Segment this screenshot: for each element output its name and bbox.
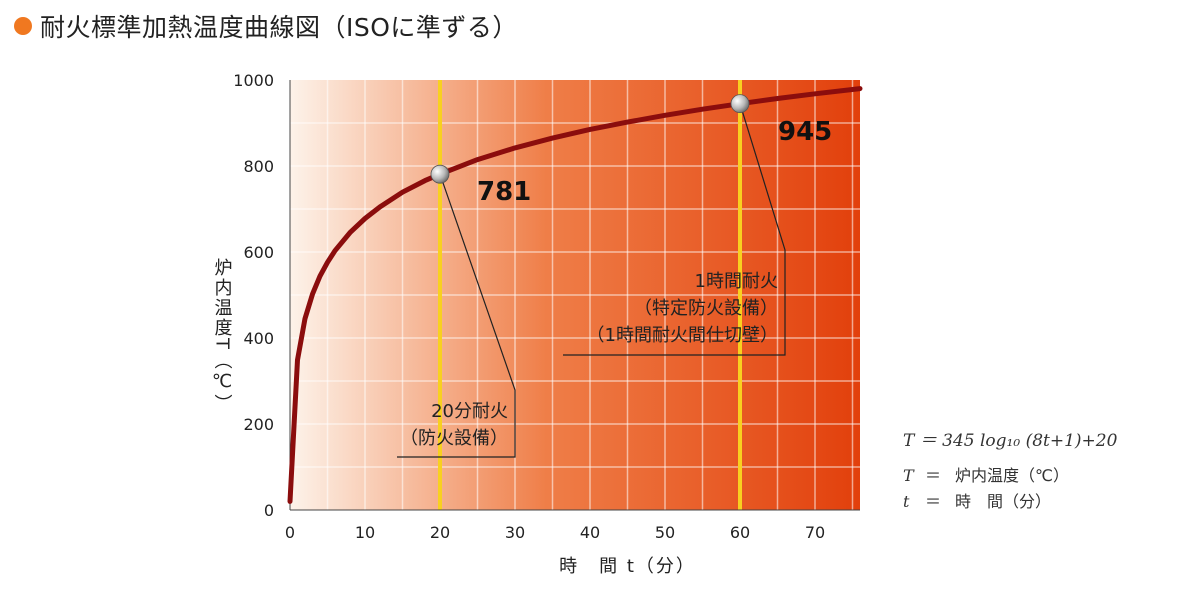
x-tick-label: 0 — [285, 523, 295, 542]
x-tick-label: 70 — [805, 523, 825, 542]
data-point-marker — [430, 164, 450, 184]
callout-annotation-line: 20分耐火 — [431, 401, 508, 422]
y-tick-label: 400 — [243, 329, 274, 348]
y-tick-label: 1000 — [233, 71, 274, 90]
y-tick-label: 0 — [264, 501, 274, 520]
legend-item-temperature: T ＝ 炉内温度（℃） — [903, 462, 1069, 486]
legend-desc: 炉内温度（℃） — [955, 466, 1069, 485]
callout-leader-line — [563, 103, 786, 356]
orange-bullet-icon — [14, 17, 32, 35]
legend-item-time: t ＝ 時 間（分） — [903, 488, 1051, 512]
callout-annotation-line: （防火設備） — [400, 428, 508, 449]
x-tick-label: 20 — [430, 523, 450, 542]
legend-eq: ＝ — [925, 492, 942, 511]
callout-annotation-line: （1時間耐火間仕切壁） — [587, 325, 778, 346]
x-tick-label: 30 — [505, 523, 525, 542]
legend-desc: 時 間（分） — [955, 492, 1052, 511]
callout-annotation-line: （特定防火設備） — [634, 298, 778, 319]
data-point-marker — [730, 94, 750, 114]
data-value-label: 945 — [778, 117, 832, 147]
y-tick-label: 200 — [243, 415, 274, 434]
formula: T ＝ 345 log₁₀ (8t+1)+20 — [903, 431, 1118, 451]
x-tick-label: 40 — [580, 523, 600, 542]
y-axis-label: 炉内温度T（℃） — [212, 258, 233, 414]
legend-symbol: t — [903, 492, 910, 511]
data-value-label: 781 — [477, 177, 531, 207]
x-tick-label: 10 — [355, 523, 375, 542]
x-tick-label: 50 — [655, 523, 675, 542]
title-row: 耐火標準加熱温度曲線図（ISOに準ずる） — [14, 8, 518, 44]
legend-symbol: T — [903, 466, 914, 485]
x-axis-label: 時 間 t（分） — [559, 556, 696, 577]
callout-leader-line — [397, 173, 516, 458]
y-tick-label: 600 — [243, 243, 274, 262]
legend-eq: ＝ — [925, 466, 942, 485]
callout-annotation-line: 1時間耐火 — [695, 271, 778, 292]
page-title: 耐火標準加熱温度曲線図（ISOに準ずる） — [40, 13, 518, 42]
x-tick-label: 60 — [730, 523, 750, 542]
y-tick-label: 800 — [243, 157, 274, 176]
